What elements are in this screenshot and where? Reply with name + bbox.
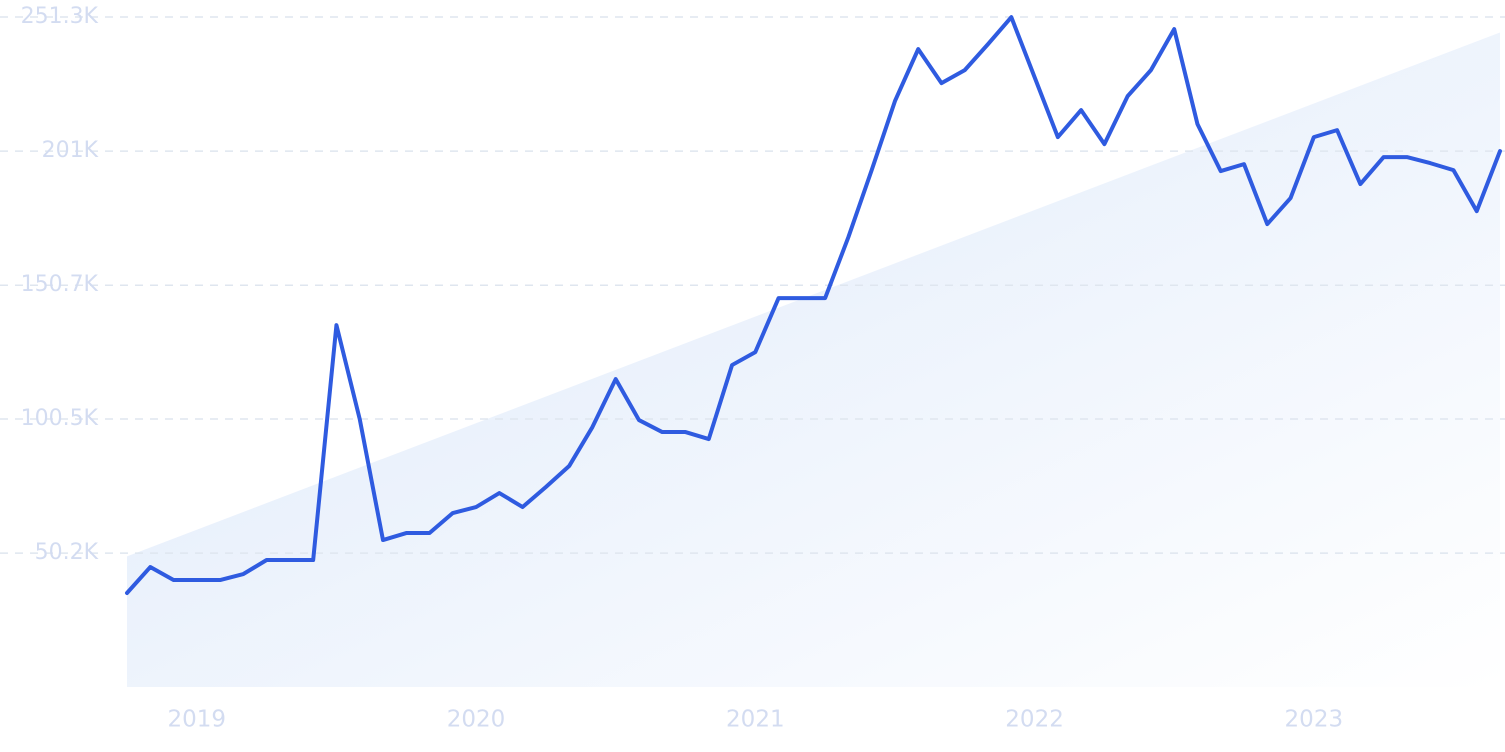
y-tick-label: 201K xyxy=(42,138,99,163)
x-tick-label: 2021 xyxy=(726,707,785,733)
x-tick-label: 2019 xyxy=(168,707,227,733)
y-tick-label: 100.5K xyxy=(21,406,99,431)
x-tick-label: 2023 xyxy=(1285,707,1344,733)
y-tick-label: 50.2K xyxy=(35,540,99,565)
data-line xyxy=(125,15,1502,596)
y-tick-label: 150.7K xyxy=(21,272,99,297)
y-tick-label: 251.3K xyxy=(21,4,99,29)
trend-area xyxy=(127,32,1500,688)
x-tick-label: 2020 xyxy=(447,707,506,733)
x-tick-label: 2022 xyxy=(1005,707,1064,733)
